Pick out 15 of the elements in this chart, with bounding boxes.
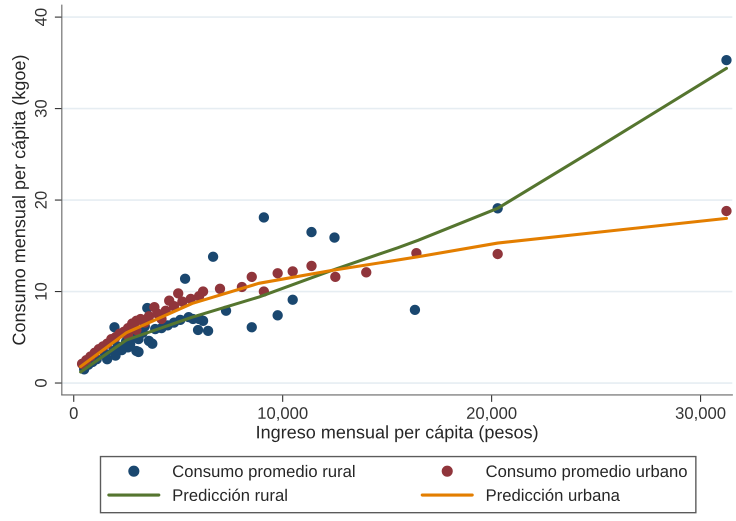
legend-label: Predicción urbana [486,488,620,502]
y-tick-label: 40 [34,8,47,26]
y-tick-label: 30 [34,100,47,118]
x-tick-label: 10,000 [258,407,308,421]
legend-label: Consumo promedio rural [173,464,354,480]
x-axis-title: Ingreso mensual per cápita (pesos) [257,425,538,442]
y-axis-title: Consumo mensual per cápita (kgoe) [12,56,29,345]
y-tick-label: 0 [34,379,47,388]
y-tick-label: 10 [34,282,47,300]
legend-label: Consumo promedio urbano [486,464,687,480]
x-tick-label: 20,000 [466,407,516,421]
x-tick-label: 0 [70,407,78,419]
y-tick-label: 20 [34,191,47,208]
x-tick-label: 30,000 [676,407,726,421]
legend-label: Predicción rural [174,488,287,502]
